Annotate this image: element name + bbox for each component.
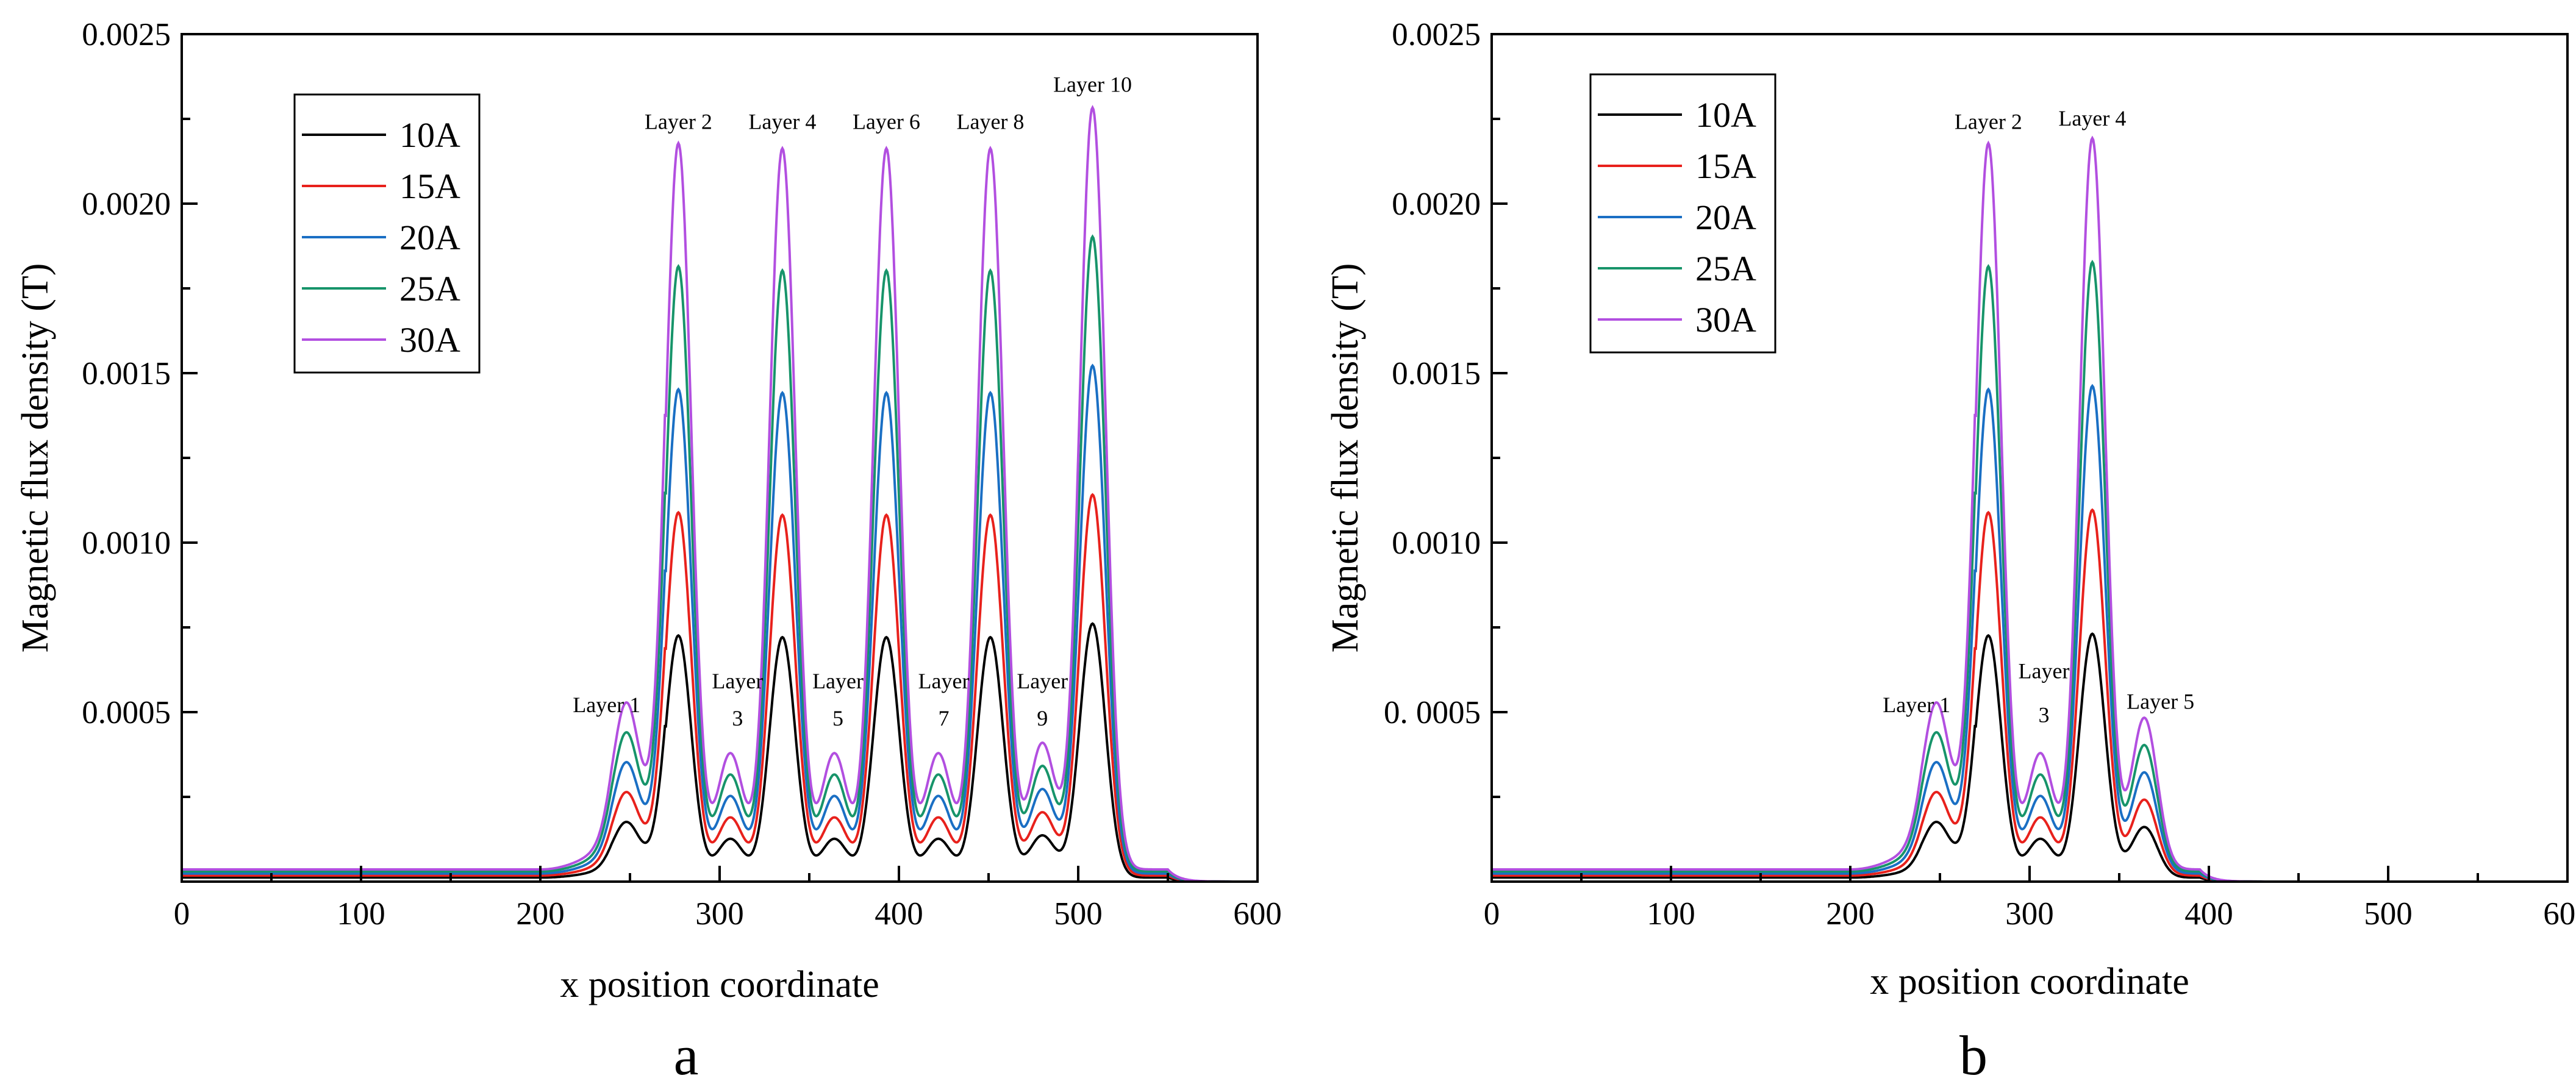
panel-b-legend: 10A 15A 20A 25A 30A [1589,73,1776,354]
panel-b-series-25A [1492,260,2567,883]
panel-a-annotation: Layer 4 [748,110,816,134]
panel-a-annotation: Layer [1017,669,1068,693]
panel-a-annotation: 7 [939,706,950,730]
panel-a-legend: 10A 15A 20A 25A 30A [293,93,481,374]
panel-a-x-tick-label: 100 [337,896,385,932]
panel-b-annotation: Layer 4 [2058,106,2126,130]
panel-a-x-tick-label: 400 [875,896,923,932]
panel-b-label: b [1959,1024,1987,1081]
panel-b-x-tick-label: 200 [1826,896,1875,932]
panel-a-legend-label: 20A [399,218,460,257]
panel-b-y-tick-label: 0.0015 [1392,356,1481,391]
panel-a: 0 100 200 300 400 500 600 0.00050.00100.00150.… [15,17,1282,1081]
panel-b-legend-label: 20A [1695,198,1756,237]
panel-b-annotation: Layer [2019,658,2070,683]
panel-a-y-tick-label: 0.0005 [82,695,171,730]
panel-a-annotation: Layer [812,669,864,693]
panel-a-series-20A [182,363,1258,883]
panel-a-x-axis-title: x position coordinate [560,964,879,1005]
panel-a-annotation: Layer 8 [956,110,1024,134]
panel-a-y-tick-label: 0.0010 [82,526,171,561]
panel-a-y-tick-label: 0.0025 [82,17,171,52]
panel-b-y-tick-label: 0. 0005 [1384,695,1481,730]
panel-b-annotation: Layer 1 [1883,693,1950,717]
panel-b-x-axis-title: x position coordinate [1870,961,2189,1002]
panel-b-annotations: Layer 1 Layer 2 Layer 3 Layer 4 Layer 5 [1883,106,2194,727]
panel-a-annotation: 3 [732,706,743,730]
panel-b-y-axis-title: Magnetic flux density (T) [1325,263,1366,653]
panel-a-annotation: Layer 2 [645,110,712,134]
panel-a-x-tick-label: 600 [1233,896,1282,932]
panel-b-legend-label: 15A [1695,146,1756,186]
panel-a-annotation: 9 [1037,706,1048,730]
panel-b-legend-box [1589,73,1776,354]
panel-a-y-ticks: 0.0005 0.0010 0.0015 0.0020 0.0025 [82,17,198,798]
panel-b-y-ticks: 0. 0005 0.0010 0.0015 0.0020 0.0025 [1384,17,1508,798]
panel-b-y-tick-label: 0.0020 [1392,187,1481,222]
panel-b-annotation: 3 [2039,703,2050,727]
panel-a-legend-label: 30A [399,320,460,360]
panel-b-legend-label: 25A [1695,249,1756,288]
panel-a-annotation: Layer 10 [1053,73,1132,97]
panel-a-x-tick-label: 0 [174,896,190,932]
panel-a-annotations: Layer 1 Layer 2 Layer 3 Layer 4 Layer 5 Layer 6… [573,73,1132,731]
panel-a-annotation: Layer 1 [573,693,640,717]
panel-a-legend-label: 15A [399,166,460,206]
panel-b-annotation: Layer 5 [2127,689,2194,713]
panel-a-y-tick-label: 0.0015 [82,356,171,391]
panel-a-annotation: Layer [712,669,763,693]
panel-a-annotation: 5 [832,706,843,730]
panel-b-x-ticks: 0 100 200 300 400 500 600 [1484,866,2576,932]
panel-a-x-tick-label: 200 [516,896,565,932]
panel-b-x-tick-label: 500 [2364,896,2413,932]
panel-a-legend-label: 25A [399,269,460,309]
panel-b-y-tick-label: 0.0010 [1392,526,1481,561]
panel-b-x-tick-label: 300 [2005,896,2054,932]
panel-a-x-tick-label: 500 [1054,896,1103,932]
panel-a-x-tick-label: 300 [695,896,744,932]
panel-a-y-tick-label: 0.0020 [82,187,171,222]
panel-b-annotation: Layer 2 [1955,110,2022,134]
panel-a-legend-box [293,93,481,374]
panel-a-label: a [674,1024,699,1081]
panel-a-y-axis-title: Magnetic flux density (T) [15,263,56,653]
panel-b-x-tick-label: 600 [2543,896,2576,932]
panel-b-x-tick-label: 0 [1484,896,1500,932]
panel-a-x-ticks: 0 100 200 300 400 500 600 [174,866,1282,932]
panel-a-legend-label: 10A [399,115,460,155]
panel-a-annotation: Layer [918,669,970,693]
panel-b-y-tick-label: 0.0025 [1392,17,1481,52]
panel-b-legend-entries: 10A 15A 20A 25A 30A [1598,95,1756,340]
panel-b-x-tick-label: 400 [2184,896,2233,932]
panel-b-series-15A [1492,508,2567,883]
panel-b-x-tick-label: 100 [1647,896,1695,932]
panel-b-series-20A [1492,384,2567,883]
panel-a-legend-entries: 10A 15A 20A 25A 30A [302,115,460,360]
panel-b-legend-label: 10A [1695,95,1756,135]
panel-b-legend-label: 30A [1695,300,1756,340]
panel-a-series-10A [182,622,1258,883]
panel-a-annotation: Layer 6 [853,110,920,134]
